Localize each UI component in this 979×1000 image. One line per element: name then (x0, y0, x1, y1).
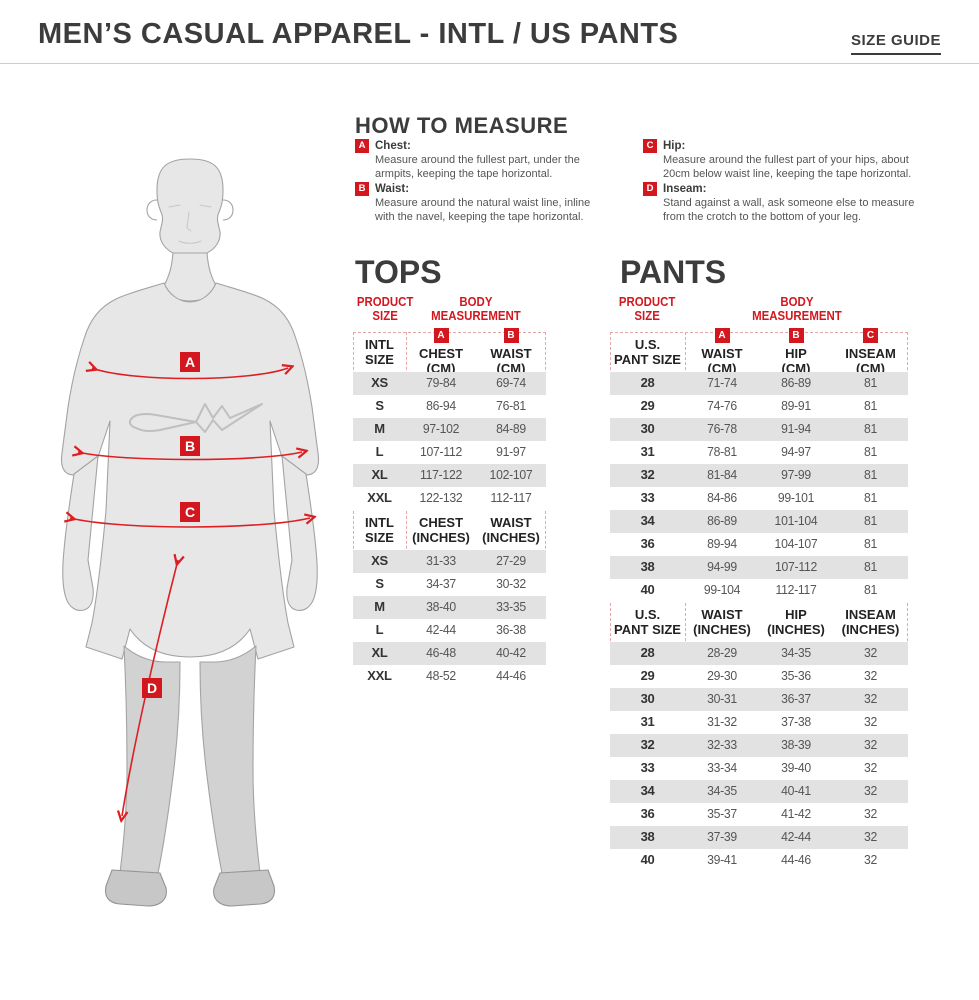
svg-text:C: C (185, 504, 195, 520)
svg-text:A: A (185, 354, 195, 370)
svg-text:B: B (185, 438, 195, 454)
svg-text:D: D (147, 680, 157, 696)
